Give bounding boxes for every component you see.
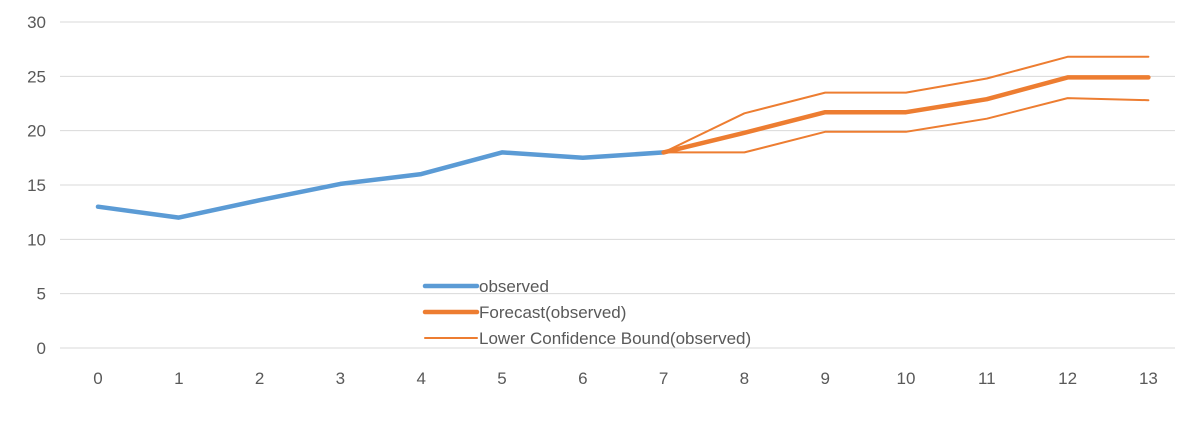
x-axis-ticks: 0 1 2 3 4 5 6 7 8 9 10 11 12 13 — [93, 369, 1158, 388]
x-tick-label: 4 — [416, 369, 425, 388]
series-line-0 — [95, 150, 666, 220]
series — [95, 55, 1151, 220]
legend-label-2: Lower Confidence Bound(observed) — [479, 329, 751, 348]
y-tick-label: 0 — [37, 339, 46, 358]
legend-label-1: Forecast(observed) — [479, 303, 626, 322]
x-tick-label: 13 — [1139, 369, 1158, 388]
series-line-3 — [662, 55, 1150, 154]
y-tick-label: 10 — [27, 230, 46, 249]
legend: observed Forecast(observed) Lower Confiden… — [422, 277, 751, 348]
x-tick-label: 3 — [336, 369, 345, 388]
x-tick-label: 9 — [820, 369, 829, 388]
x-tick-label: 8 — [740, 369, 749, 388]
x-tick-label: 0 — [93, 369, 102, 388]
x-tick-label: 10 — [897, 369, 916, 388]
y-tick-label: 20 — [27, 122, 46, 141]
y-tick-label: 5 — [37, 285, 46, 304]
legend-label-0: observed — [479, 277, 549, 296]
x-tick-label: 2 — [255, 369, 264, 388]
x-tick-label: 7 — [659, 369, 668, 388]
y-tick-label: 25 — [27, 67, 46, 86]
y-tick-label: 15 — [27, 176, 46, 195]
y-axis-ticks: 0 5 10 15 20 25 30 — [27, 13, 46, 358]
series-line-1 — [661, 75, 1151, 155]
x-tick-label: 5 — [497, 369, 506, 388]
series-line-2 — [662, 97, 1150, 154]
x-tick-label: 6 — [578, 369, 587, 388]
x-tick-label: 12 — [1058, 369, 1077, 388]
gridlines — [60, 21, 1175, 349]
y-tick-label: 30 — [27, 13, 46, 32]
x-tick-label: 1 — [174, 369, 183, 388]
x-tick-label: 11 — [978, 369, 996, 388]
